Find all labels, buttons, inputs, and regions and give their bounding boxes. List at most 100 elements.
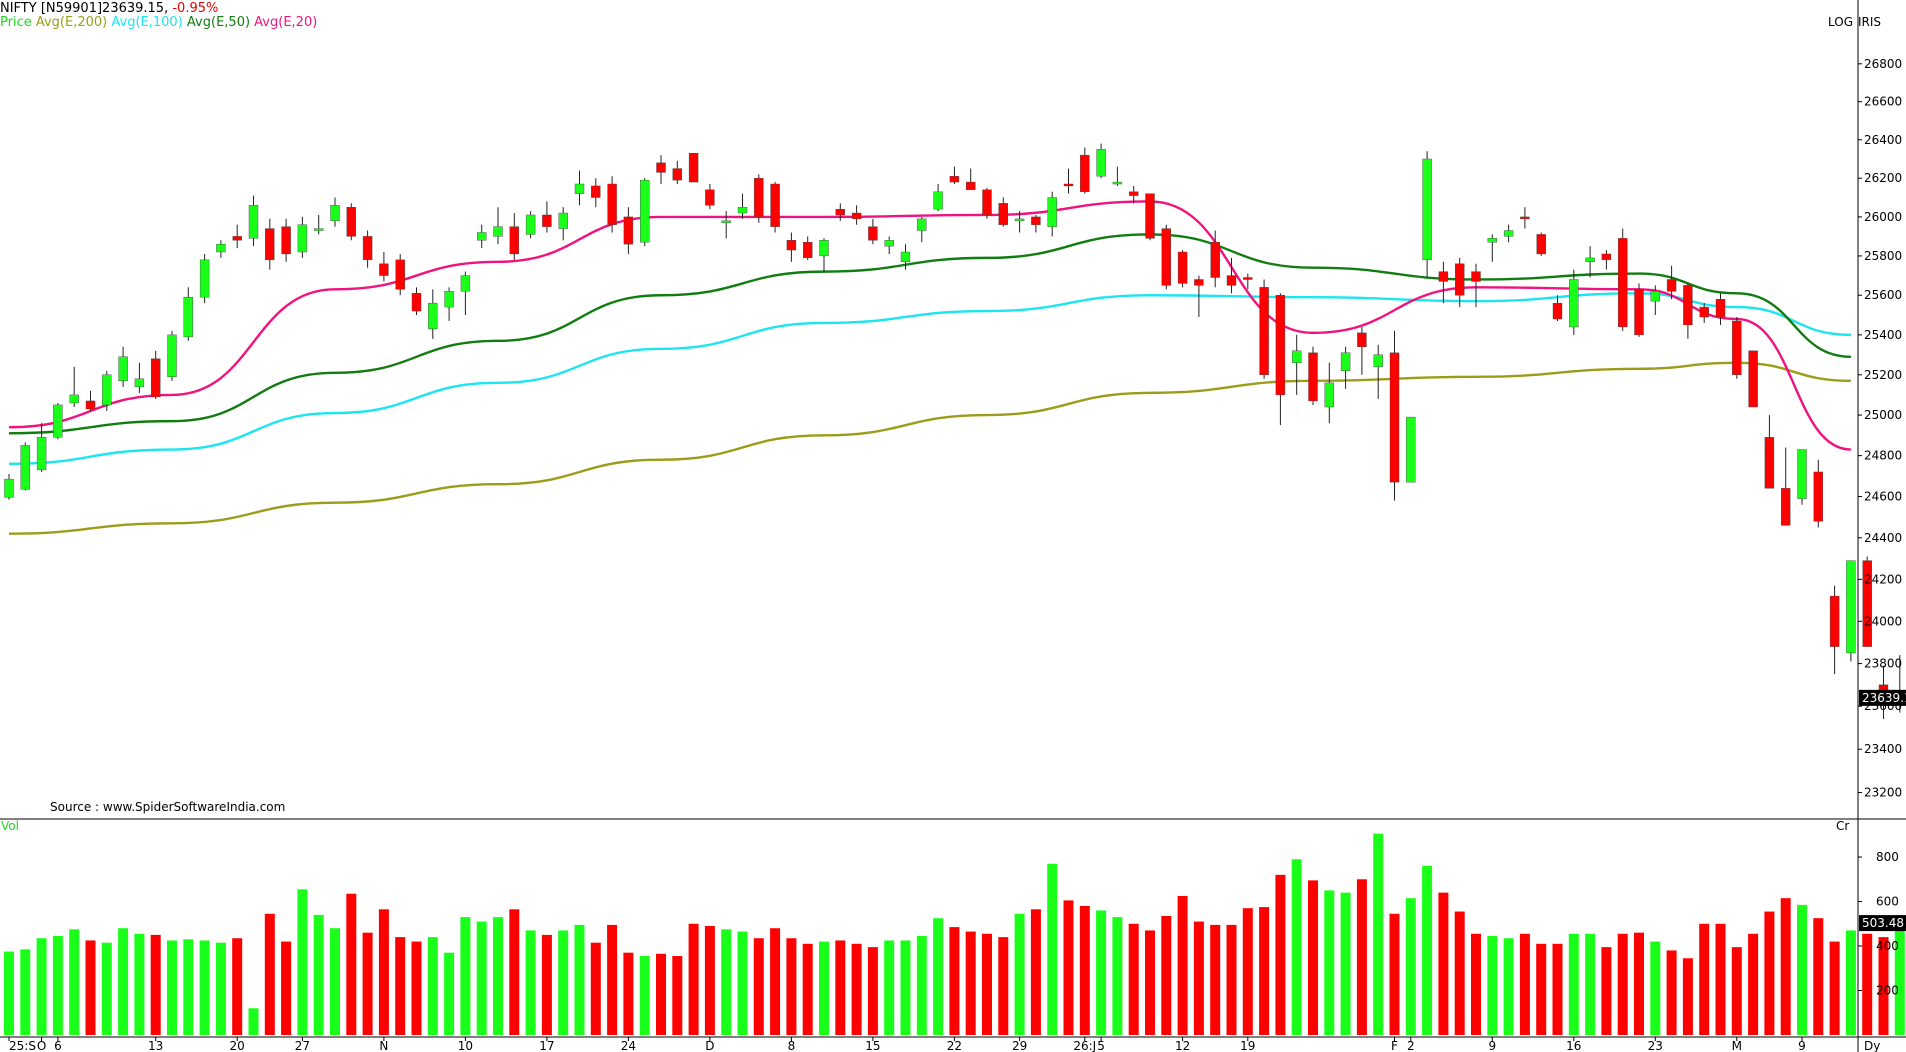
candle[interactable] (770, 183, 780, 227)
candle[interactable] (199, 259, 210, 298)
volume-bar[interactable] (264, 913, 275, 1035)
volume-bar[interactable] (118, 928, 129, 1035)
candle[interactable] (1520, 216, 1530, 220)
candle[interactable] (1096, 149, 1106, 177)
candle[interactable] (1422, 158, 1432, 261)
volume-bar[interactable] (1471, 933, 1481, 1035)
candle[interactable] (346, 207, 356, 237)
candle[interactable] (525, 214, 536, 235)
volume-bar[interactable] (639, 956, 650, 1035)
volume-bar[interactable] (1878, 937, 1889, 1035)
volume-bar[interactable] (1405, 898, 1416, 1035)
volume-bar[interactable] (1634, 932, 1644, 1035)
volume-bar[interactable] (20, 949, 31, 1035)
candle[interactable] (1373, 354, 1383, 367)
volume-bar[interactable] (1275, 874, 1286, 1035)
volume-bar[interactable] (378, 909, 389, 1035)
volume-bar[interactable] (900, 940, 911, 1035)
candle[interactable] (998, 203, 1008, 225)
volume-bar[interactable] (1748, 933, 1759, 1035)
volume-bar[interactable] (1797, 904, 1807, 1035)
legend-ema50[interactable]: Avg(E,50) (186, 15, 251, 30)
volume-bar[interactable] (688, 923, 699, 1035)
candle[interactable] (1340, 352, 1351, 371)
candle[interactable] (265, 228, 275, 261)
volume-bar[interactable] (1030, 909, 1041, 1035)
volume-bar[interactable] (541, 934, 552, 1035)
volume-bar[interactable] (1193, 921, 1204, 1035)
volume-bar[interactable] (656, 953, 666, 1035)
candle[interactable] (477, 232, 487, 241)
volume-bar[interactable] (1047, 863, 1058, 1035)
volume-bar[interactable] (770, 928, 781, 1035)
candle[interactable] (884, 240, 894, 247)
candle[interactable] (1128, 191, 1139, 196)
volume-bar[interactable] (916, 936, 927, 1035)
volume-bar[interactable] (835, 940, 846, 1035)
volume-bar[interactable] (623, 952, 634, 1035)
candle[interactable] (640, 179, 650, 243)
volume-bar[interactable] (460, 917, 471, 1035)
candle[interactable] (1161, 228, 1172, 286)
candle[interactable] (379, 263, 389, 276)
candle[interactable] (607, 183, 617, 225)
volume-bar[interactable] (330, 928, 340, 1035)
candle[interactable] (395, 259, 405, 290)
candle[interactable] (411, 293, 422, 312)
candle[interactable] (591, 185, 601, 198)
volume-bar[interactable] (1699, 923, 1710, 1035)
candle[interactable] (1715, 298, 1726, 318)
candle[interactable] (1748, 350, 1758, 408)
candle[interactable] (1031, 216, 1041, 225)
volume-bar[interactable] (949, 927, 960, 1035)
volume-bar[interactable] (248, 1008, 259, 1035)
candle[interactable] (281, 226, 291, 255)
volume-bar[interactable] (672, 956, 683, 1035)
volume-bar[interactable] (819, 941, 829, 1035)
volume-bar[interactable] (362, 932, 373, 1035)
candle[interactable] (1780, 488, 1791, 526)
candle[interactable] (1112, 181, 1123, 185)
candle[interactable] (1552, 302, 1563, 320)
candle[interactable] (167, 334, 177, 378)
candle[interactable] (297, 224, 308, 253)
volume-bar[interactable] (1862, 933, 1873, 1035)
candle[interactable] (232, 236, 242, 241)
candle[interactable] (53, 404, 63, 438)
volume-bar[interactable] (753, 938, 764, 1035)
volume-bar[interactable] (1552, 943, 1563, 1035)
volume-bar[interactable] (933, 918, 944, 1035)
volume-bar[interactable] (1715, 923, 1726, 1035)
candle[interactable] (966, 181, 976, 190)
volume-bar[interactable] (1291, 859, 1302, 1035)
volume-bar[interactable] (786, 938, 797, 1035)
volume-bar[interactable] (101, 942, 112, 1035)
volume-bar[interactable] (134, 933, 145, 1035)
candle[interactable] (1471, 271, 1481, 282)
volume-bar[interactable] (1650, 941, 1661, 1035)
candle[interactable] (1014, 218, 1025, 222)
candle[interactable] (85, 400, 96, 410)
candle[interactable] (1406, 416, 1416, 483)
candle[interactable] (4, 478, 14, 498)
volume-bar[interactable] (297, 889, 308, 1035)
volume-bar[interactable] (1519, 933, 1530, 1035)
candle[interactable] (949, 176, 960, 183)
volume-bar[interactable] (1894, 923, 1905, 1035)
volume-bar[interactable] (1536, 943, 1547, 1035)
candle[interactable] (868, 226, 878, 241)
volume-bar[interactable] (427, 937, 438, 1035)
candle[interactable] (1259, 287, 1269, 376)
volume-bar[interactable] (1845, 930, 1856, 1035)
volume-bar[interactable] (1096, 910, 1107, 1035)
volume-bar[interactable] (85, 940, 96, 1035)
candle[interactable] (1536, 234, 1546, 255)
volume-bar[interactable] (884, 940, 895, 1035)
volume-bar[interactable] (444, 952, 455, 1035)
volume-bar[interactable] (867, 947, 878, 1035)
candle[interactable] (248, 205, 259, 239)
volume-bar[interactable] (590, 942, 601, 1035)
volume-bar[interactable] (1780, 898, 1791, 1035)
candle[interactable] (819, 240, 829, 257)
